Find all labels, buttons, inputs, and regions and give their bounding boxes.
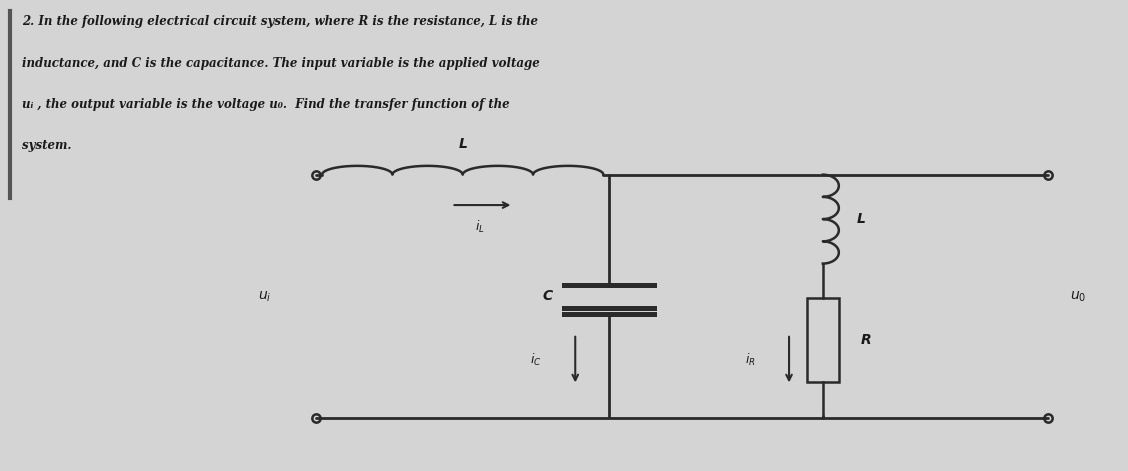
Text: L: L	[458, 137, 467, 151]
Text: uᵢ , the output variable is the voltage u₀.  Find the transfer function of the: uᵢ , the output variable is the voltage …	[21, 98, 509, 111]
Text: R: R	[861, 333, 872, 347]
Text: inductance, and C is the capacitance. The input variable is the applied voltage: inductance, and C is the capacitance. Th…	[21, 57, 539, 70]
Text: L: L	[856, 212, 865, 226]
Text: 2. In the following electrical circuit system, where R is the resistance, L is t: 2. In the following electrical circuit s…	[21, 16, 538, 28]
Text: $u_0$: $u_0$	[1070, 289, 1086, 304]
Bar	[807, 298, 838, 382]
Text: system.: system.	[21, 139, 71, 152]
Text: $i_R$: $i_R$	[744, 351, 756, 368]
Text: C: C	[543, 289, 553, 303]
Text: $u_i$: $u_i$	[258, 289, 272, 304]
Text: $i_L$: $i_L$	[475, 219, 485, 235]
Text: $i_C$: $i_C$	[530, 351, 541, 368]
